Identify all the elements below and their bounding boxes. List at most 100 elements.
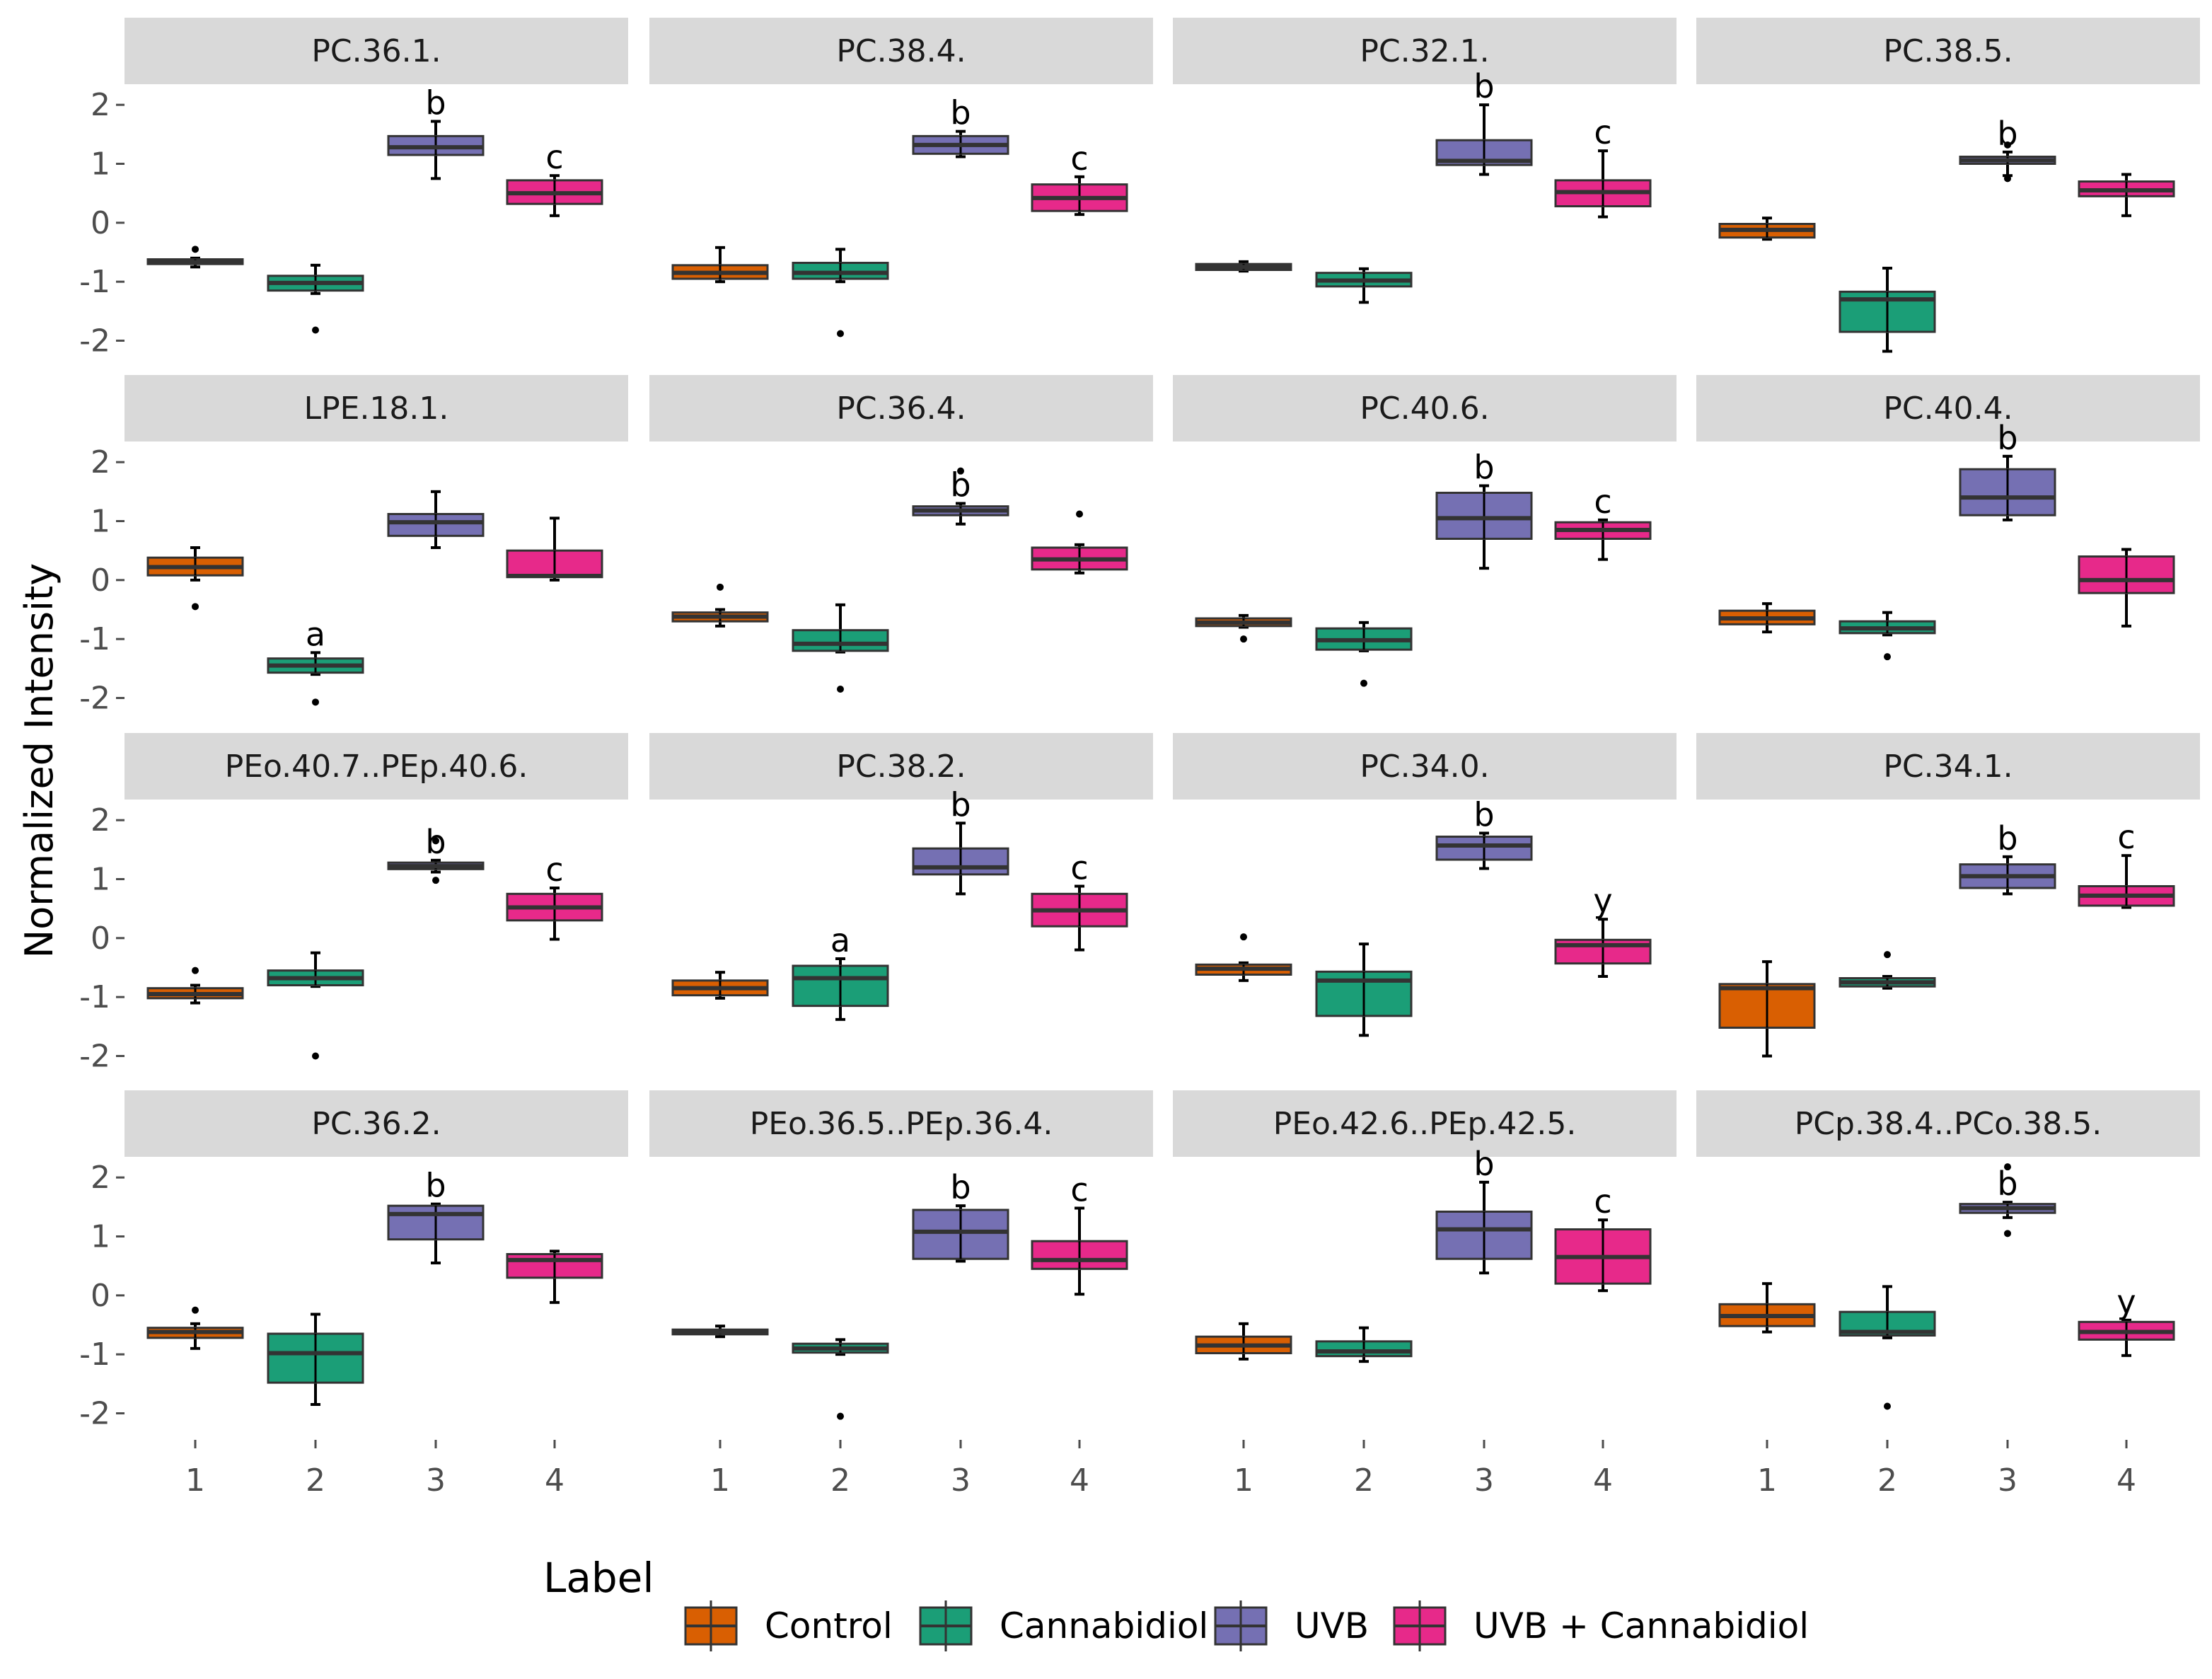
significance-letter: b (1473, 67, 1494, 105)
significance-letter: c (545, 138, 563, 176)
box-group: y (1554, 882, 1652, 978)
box-group (1718, 1282, 1816, 1334)
outlier-point (837, 686, 844, 693)
box-group: c (2078, 818, 2175, 909)
significance-letter: y (2117, 1283, 2136, 1321)
box-group (506, 517, 603, 582)
outlier-point (1884, 653, 1891, 661)
outlier-point (2004, 1163, 2011, 1171)
y-tick-label: -1 (79, 621, 110, 657)
facet-title: PC.38.4. (836, 33, 966, 69)
panels-layer: PC.36.1.210-1-2bcPC.38.4.bcPC.32.1.bcPC.… (79, 18, 2200, 1499)
x-tick-label: 3 (1998, 1462, 2017, 1499)
y-tick-label: -1 (79, 1337, 110, 1373)
box-group: c (1031, 1171, 1128, 1296)
legend-title: Label (543, 1554, 654, 1602)
facet-panel: PC.40.4.b (1696, 375, 2200, 661)
x-tick-label: 2 (1877, 1462, 1897, 1499)
box-group (267, 951, 364, 1060)
outlier-point (192, 246, 199, 253)
x-tick-label: 3 (951, 1462, 971, 1499)
significance-letter: c (1594, 113, 1611, 151)
box-group: b (1959, 419, 2056, 521)
box-group: c (1554, 483, 1652, 561)
legend-item: Control (684, 1600, 893, 1651)
significance-letter: c (1070, 849, 1088, 887)
box-group (2078, 173, 2175, 217)
box-group (146, 967, 244, 1005)
box-group (146, 246, 244, 269)
facet-panel: PC.38.2. a b c (649, 733, 1153, 1021)
significance-letter: b (425, 1167, 446, 1205)
facet-strip (1173, 1090, 1677, 1157)
box-group (671, 583, 769, 628)
box-group: b (912, 466, 1009, 526)
outlier-point (192, 967, 199, 974)
box-group: b (912, 94, 1009, 158)
x-tick-label: 2 (830, 1462, 850, 1499)
y-axis-title: Normalized Intensity (17, 563, 62, 958)
box-group: c (1554, 113, 1652, 219)
y-tick-label: 0 (91, 562, 110, 599)
facet-title: PC.36.4. (836, 391, 966, 427)
box-group (1195, 260, 1292, 273)
facet-panel: PC.38.5. b (1696, 18, 2200, 353)
x-tick-label: 3 (426, 1462, 446, 1499)
legend-item: UVB (1214, 1600, 1369, 1651)
facet-strip (1173, 18, 1677, 84)
box-group (1838, 951, 1936, 990)
significance-letter: c (1070, 1171, 1088, 1209)
y-tick-label: -1 (79, 264, 110, 300)
facet-strip (649, 733, 1153, 800)
facet-strip (1173, 733, 1677, 800)
y-tick-label: 1 (91, 1219, 110, 1255)
legend-label: UVB + Cannabidiol (1473, 1605, 1809, 1646)
box-group (1315, 267, 1413, 304)
facet-panel: PC.32.1.b c (1173, 18, 1677, 304)
facet-title: PC.36.2. (311, 1106, 441, 1142)
x-tick-label: 2 (306, 1462, 325, 1499)
significance-letter: b (1473, 1145, 1494, 1183)
box-group: a (267, 615, 364, 706)
significance-letter: b (950, 94, 971, 132)
x-tick-label: 4 (545, 1462, 564, 1499)
box-group (1315, 1326, 1413, 1363)
significance-letter: a (830, 921, 850, 959)
outlier-point (957, 467, 964, 475)
facet-strip (125, 375, 628, 442)
y-tick-label: -1 (79, 979, 110, 1015)
y-tick-label: 2 (91, 802, 110, 838)
box-group: c (506, 138, 603, 217)
legend-label: Cannabidiol (1000, 1605, 1208, 1646)
box-group (1195, 613, 1292, 643)
box-group (1195, 933, 1292, 982)
facet-strip (649, 18, 1153, 84)
x-tick-label: 4 (2117, 1462, 2136, 1499)
x-tick-label: 1 (1757, 1462, 1777, 1499)
facet-title: PC.36.1. (311, 33, 441, 69)
outlier-point (1884, 1402, 1891, 1410)
box-group: c (1031, 139, 1128, 217)
y-tick-label: 2 (91, 444, 110, 480)
outlier-point (1360, 679, 1367, 687)
significance-letter: b (950, 466, 971, 504)
box-group: b (1959, 115, 2056, 183)
significance-letter: c (2117, 818, 2135, 856)
box-group (1838, 267, 1936, 353)
box-group (1195, 1322, 1292, 1361)
legend-item: UVB + Cannabidiol (1393, 1600, 1809, 1651)
significance-letter: b (950, 1168, 971, 1206)
facet-panel: PC.34.0. b y (1173, 733, 1677, 1037)
significance-letter: b (950, 785, 971, 824)
facet-title: LPE.18.1. (304, 391, 449, 427)
y-tick-label: 2 (91, 87, 110, 123)
box-group: b (1435, 796, 1533, 870)
box-group: b (912, 1168, 1009, 1263)
facet-panel: PC.34.1. b c (1696, 733, 2200, 1058)
significance-letter: b (1997, 115, 2017, 153)
box-group (1838, 611, 1936, 661)
legend: Label Control Cannabidiol UVB UVB + Cannabi… (543, 1554, 1809, 1651)
outlier-point (837, 330, 844, 337)
x-tick-label: 3 (1474, 1462, 1494, 1499)
